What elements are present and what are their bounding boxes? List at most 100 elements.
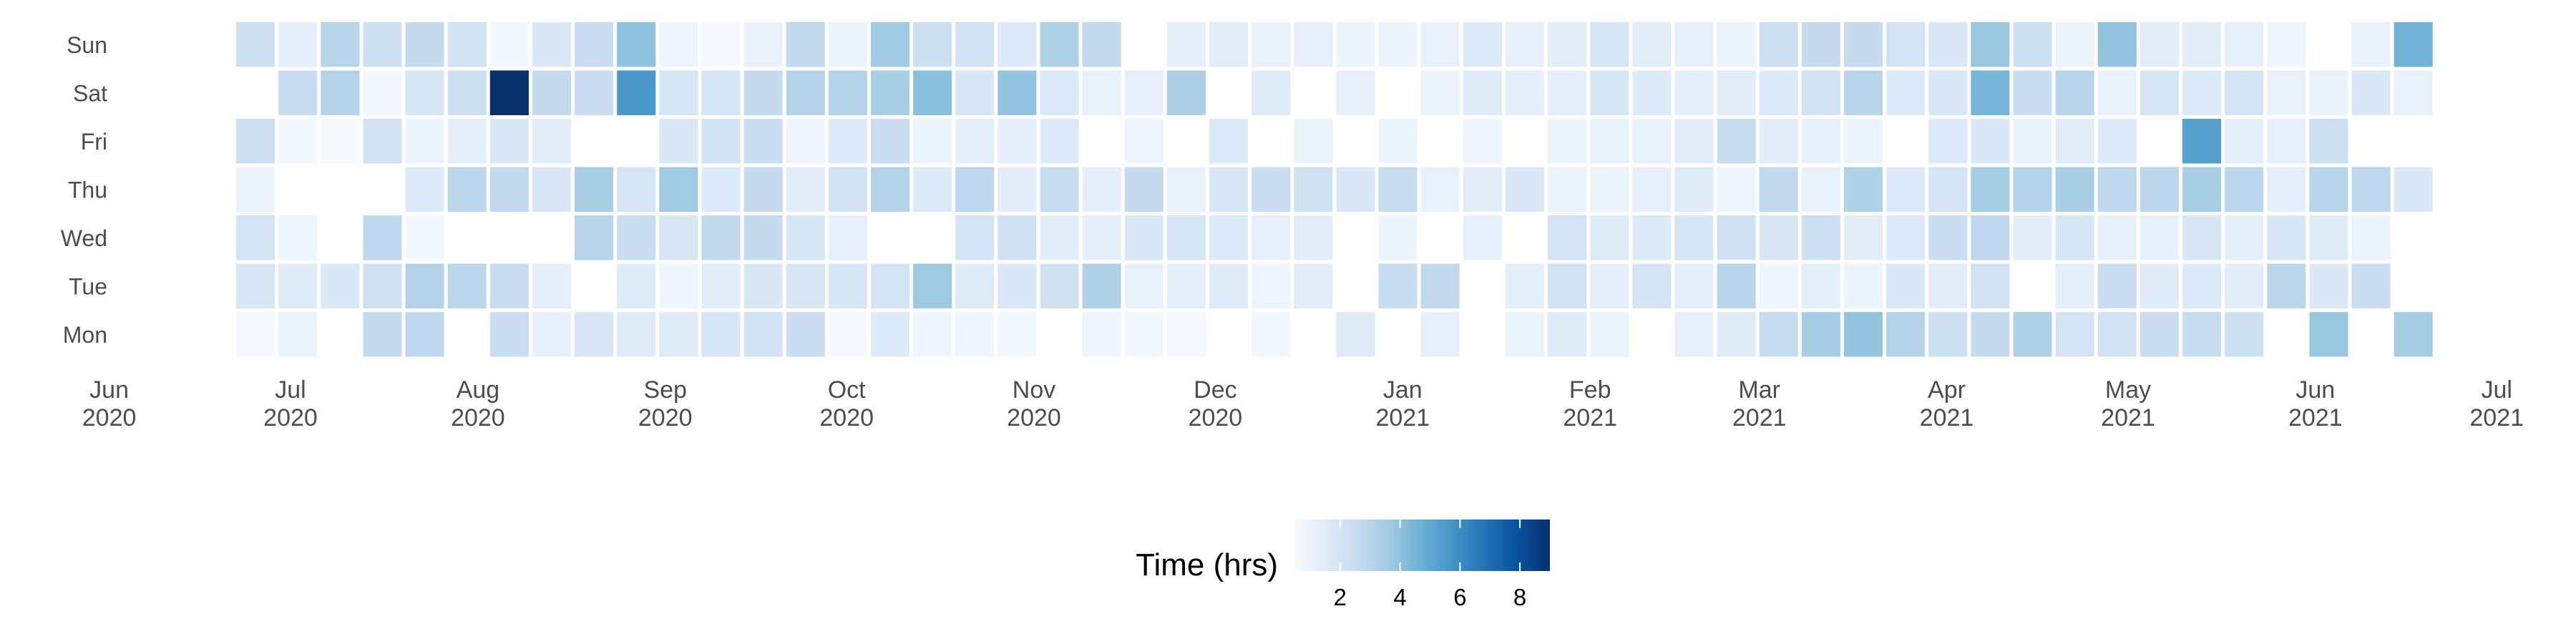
heatmap-cell [1590,119,1629,164]
heatmap-cell [1040,215,1079,260]
heatmap-cell [1928,215,1968,260]
heatmap-cell [955,119,995,164]
heatmap-cell [913,263,952,308]
heatmap-cell [1928,167,1968,212]
heatmap-cell [363,70,402,115]
heatmap-cell [828,215,867,260]
heatmap-cell [1209,22,1249,67]
heatmap-cell [405,263,444,308]
heatmap-cell [786,70,825,115]
heatmap-cell [1632,70,1672,115]
month-year: 2020 [263,404,318,431]
heatmap-cell [532,22,571,67]
heatmap-cell [1294,263,1333,308]
heatmap-cell [1166,312,1206,357]
heatmap-cell [321,22,360,67]
heatmap-cell [1843,312,1883,357]
heatmap-cell [532,167,571,212]
heatmap-cell [1166,22,1206,67]
month-year: 2021 [1563,404,1617,431]
heatmap-cell [2140,22,2179,67]
heatmap-cell [871,22,910,67]
heatmap-cell [955,215,995,260]
heatmap-cell [489,119,529,164]
heatmap-cell [1420,22,1460,67]
heatmap-cell [1040,22,1079,67]
heatmap-cell [871,167,910,212]
heatmap-cell [1632,263,1672,308]
heatmap-cell [1801,263,1840,308]
month-tick-label: Mar 2021 [1732,376,1787,431]
month-year: 2021 [1732,404,1787,431]
heatmap-cell [2225,312,2264,357]
heatmap-cell [1886,22,1926,67]
heatmap-cell [1082,215,1121,260]
heatmap-cell [2182,215,2222,260]
heatmap-cell [2140,263,2179,308]
heatmap-cell [1674,312,1714,357]
heatmap-cell [1843,167,1883,212]
heatmap-cell [1674,22,1714,67]
heatmap-cell [405,312,444,357]
heatmap-cell [1759,215,1798,260]
heatmap-cell [659,119,698,164]
heatmap-cell [2013,22,2052,67]
heatmap-cell [913,70,952,115]
heatmap-cell [786,215,825,260]
heatmap-cell [405,167,444,212]
heatmap-cell [617,167,656,212]
heatmap-cell [1336,167,1375,212]
heatmap-cell [2140,215,2179,260]
heatmap-cell [1928,119,1968,164]
heatmap-cell [1040,167,1079,212]
heatmap-cell [532,312,571,357]
heatmap-cell [1590,263,1629,308]
heatmap-cell [1843,22,1883,67]
heatmap-cell [2013,312,2052,357]
heatmap-cell [278,312,318,357]
heatmap-cell [1801,119,1840,164]
heatmap-cell [321,263,360,308]
heatmap-cell [2097,119,2137,164]
heatmap-cell [997,119,1037,164]
heatmap-cell [1674,167,1714,212]
heatmap-cell [1336,312,1375,357]
heatmap-cell [1717,70,1756,115]
heatmap-cell [1040,119,1079,164]
heatmap-cell [1801,167,1840,212]
heatmap-cell [575,215,614,260]
month-year: 2021 [1375,404,1430,431]
heatmap-cell [2140,70,2179,115]
heatmap-cell [955,70,995,115]
heatmap-cell [1294,215,1333,260]
heatmap-cell [2055,119,2094,164]
heatmap-cell [1971,119,2010,164]
heatmap-cell [828,312,867,357]
heatmap-cell [1674,263,1714,308]
heatmap-cell [743,167,783,212]
heatmap-cell [1505,167,1544,212]
heatmap-cell [743,312,783,357]
heatmap-cell [2267,119,2306,164]
heatmap-cell [659,22,698,67]
heatmap-cell [1843,215,1883,260]
heatmap-cell [1040,263,1079,308]
heatmap-cell [828,263,867,308]
month-name: Jul [275,376,306,404]
heatmap-cell [2225,22,2264,67]
heatmap-cell [1801,215,1840,260]
heatmap-cell [1209,215,1249,260]
heatmap-cell [2267,167,2306,212]
heatmap-cell [1166,70,1206,115]
month-name: Jun [2296,376,2335,404]
heatmap-cell [659,215,698,260]
heatmap-cell [2097,312,2137,357]
heatmap-cell [2225,70,2264,115]
heatmap-cell [1886,215,1926,260]
heatmap-cell [1124,263,1163,308]
heatmap-cell [1336,70,1375,115]
heatmap-cell [659,70,698,115]
heatmap-cell [2055,167,2094,212]
heatmap-cell [278,22,318,67]
